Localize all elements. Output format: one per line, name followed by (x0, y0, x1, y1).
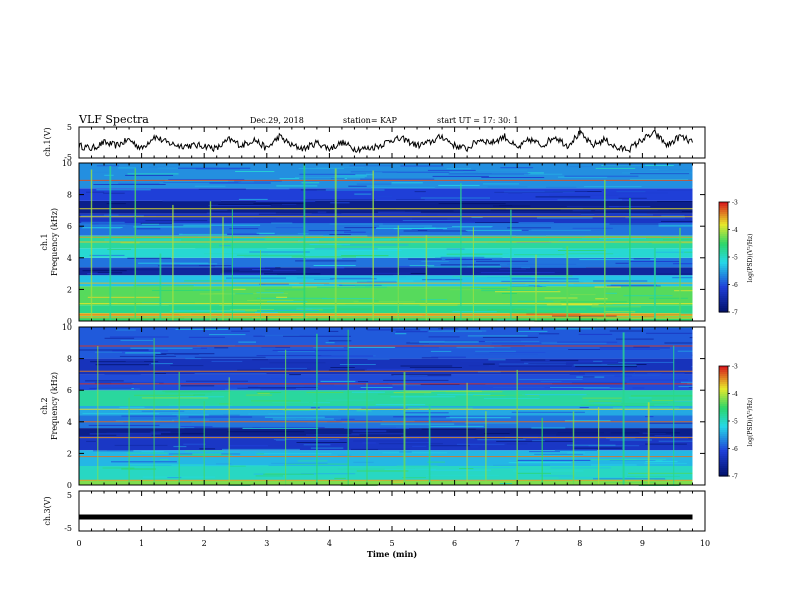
colorbar-tick-label: -3 (732, 364, 738, 371)
x-tick-label: 0 (76, 539, 81, 548)
station-label: station= KAP (343, 116, 398, 125)
ch2-channel-label: ch.2 (40, 397, 49, 414)
x-tick-label: 4 (327, 539, 332, 548)
ch1-channel-label: ch.1 (40, 233, 49, 250)
spectrogram-band (79, 358, 705, 375)
spectrogram-band (79, 275, 705, 287)
colorbar-tick-label: -7 (732, 474, 738, 481)
spectrogram-band (79, 406, 705, 416)
colorbar-tick-label: -3 (732, 200, 738, 207)
ch1-spectrogram-image (79, 163, 705, 322)
x-tick-label: 3 (264, 539, 269, 548)
spectrogram-ytick-label: 8 (67, 355, 72, 364)
spectrogram-band (79, 267, 705, 276)
ch1-ytick-top: 5 (67, 123, 72, 132)
colorbar-tick-label: -6 (732, 282, 738, 289)
ch3-waveform-frame (78, 490, 706, 532)
x-tick-label: 5 (389, 539, 394, 548)
spectrogram-band (79, 436, 705, 451)
spectrogram-band (79, 213, 705, 224)
spectrogram-ytick-label: 6 (67, 222, 72, 231)
ch1-frequency-ylabel: Frequency (kHz) (50, 208, 59, 276)
spectrogram-ytick-label: 4 (67, 418, 72, 427)
spectrogram-ytick-label: 4 (67, 254, 72, 263)
x-tick-label: 10 (700, 539, 710, 548)
ch2-frequency-ylabel: Frequency (kHz) (50, 372, 59, 440)
x-axis-label: Time (min) (367, 549, 417, 559)
x-tick-label: 6 (452, 539, 457, 548)
spectrogram-ytick-label: 10 (62, 159, 72, 168)
colorbar-tick-label: -7 (732, 310, 738, 317)
spectrogram-ytick-label: 0 (67, 481, 72, 490)
colorbar-tick-label: -4 (732, 391, 738, 398)
x-tick-label: 1 (139, 539, 144, 548)
x-axis-tick-labels: 0 1 2 3 4 5 6 7 8 9 10 (76, 539, 710, 548)
x-tick-label: 2 (202, 539, 207, 548)
figure-title: VLF Spectra (78, 113, 149, 126)
date-label: Dec.29, 2018 (250, 116, 304, 125)
ch3-ytick-bottom: -5 (64, 524, 72, 533)
spectrogram-ytick-label: 10 (62, 323, 72, 332)
ch2-spectrogram-image (79, 327, 705, 486)
spectrogram-band (79, 248, 705, 258)
ch1-waveform-panel: 5 -5 ch.1(V) (43, 123, 706, 162)
ch2-colorbar-label: log(PSD)(V²/Hz) (747, 398, 754, 447)
x-tick-label: 8 (577, 539, 582, 548)
spectrogram-empty-region (692, 163, 705, 321)
ch1-colorbar: -3 -4 -5 -6 -7 (718, 200, 738, 317)
colorbar-tick-label: -4 (732, 227, 738, 234)
x-tick-label: 9 (640, 539, 645, 548)
spectrogram-band (79, 257, 705, 268)
spectrogram-band (79, 466, 705, 481)
ch2-colorbar: -3 -4 -5 -6 -7 (718, 364, 738, 481)
spectrogram-ytick-label: 0 (67, 317, 72, 326)
ch3-ytick-top: 5 (67, 491, 72, 500)
ch1-waveform-line (78, 129, 693, 154)
colorbar-tick-label: -5 (732, 255, 738, 262)
ch3-waveform-panel: 5 -5 ch.3(V) (43, 490, 706, 533)
spectrogram-band (79, 223, 705, 236)
ch1-colorbar-label: log(PSD)(V²/Hz) (747, 234, 754, 283)
spectrogram-band (79, 305, 705, 314)
spectrogram-band (79, 390, 705, 406)
ch3-waveform-ylabel: ch.3(V) (43, 496, 52, 525)
spectrogram-ytick-label: 8 (67, 191, 72, 200)
colorbar-tick-label: -5 (732, 419, 738, 426)
ch1-waveform-ylabel: ch.1(V) (43, 127, 52, 156)
spectrogram-ytick-label: 2 (67, 285, 72, 294)
start-time-label: start UT = 17: 30: 1 (437, 116, 518, 125)
colorbar-tick-label: -6 (732, 446, 738, 453)
spectrogram-ytick-label: 2 (67, 449, 72, 458)
spectrogram-band (79, 374, 705, 391)
x-tick-label: 7 (515, 539, 520, 548)
ch1-ytick-bottom: -5 (64, 153, 72, 162)
spectrogram-ytick-label: 6 (67, 386, 72, 395)
spectrogram-empty-region (692, 327, 705, 485)
